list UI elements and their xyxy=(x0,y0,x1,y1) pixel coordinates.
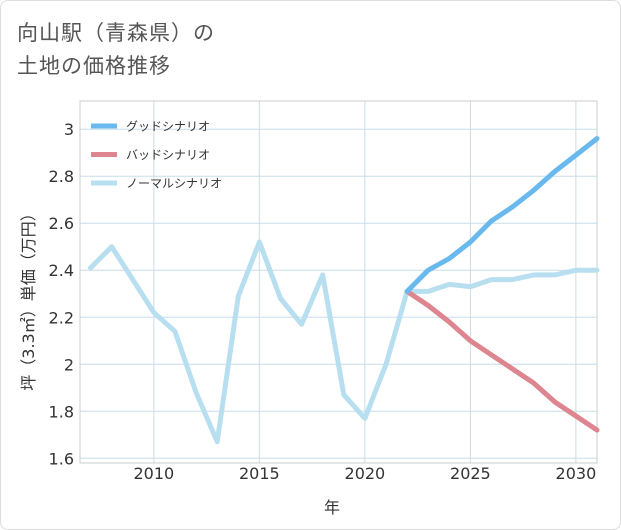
y-tick-label: 2.6 xyxy=(49,214,74,233)
y-tick-label: 3 xyxy=(64,120,74,139)
y-tick-label: 2.4 xyxy=(49,261,74,280)
x-axis-title: 年 xyxy=(324,498,340,517)
y-tick-label: 2.2 xyxy=(49,308,74,327)
legend-label-1: バッドシナリオ xyxy=(126,148,210,162)
legend-label-0: グッドシナリオ xyxy=(126,120,210,134)
legend-label-2: ノーマルシナリオ xyxy=(126,177,222,191)
chart-title: 向山駅（青森県）の 土地の価格推移 xyxy=(17,17,215,83)
y-tick-label: 1.8 xyxy=(49,402,74,421)
chart-title-line1: 向山駅（青森県）の xyxy=(17,21,215,45)
x-axis-ticks: 2010 2015 2020 2025 2030 xyxy=(133,464,596,483)
series-line-2 xyxy=(88,239,600,445)
y-axis-ticks: 1.6 1.8 2 2.2 2.4 2.6 2.8 3 xyxy=(49,120,74,468)
x-tick-label: 2025 xyxy=(450,464,491,483)
y-tick-label: 2.8 xyxy=(49,167,74,186)
y-tick-label: 1.6 xyxy=(49,449,74,468)
grid-lines xyxy=(80,101,597,463)
y-axis-title: 坪（3.3㎡）単価（万円） xyxy=(19,205,38,390)
series-line-1 xyxy=(404,288,600,433)
x-tick-label: 2015 xyxy=(239,464,280,483)
x-tick-label: 2030 xyxy=(556,464,597,483)
chart-title-line2: 土地の価格推移 xyxy=(17,54,171,78)
x-tick-label: 2020 xyxy=(345,464,386,483)
plot-area-border xyxy=(79,100,598,464)
y-tick-label: 2 xyxy=(64,355,74,374)
x-tick-label: 2010 xyxy=(133,464,174,483)
series-lines xyxy=(88,136,600,445)
series-line-0 xyxy=(404,136,600,294)
